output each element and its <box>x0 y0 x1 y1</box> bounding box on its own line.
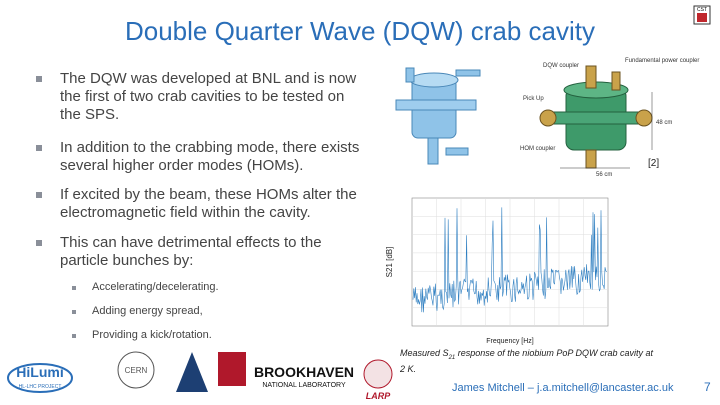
bullet: This can have detrimental effects to the… <box>60 234 322 269</box>
caption-symbol: S <box>442 348 449 358</box>
logo-text: BROOKHAVEN <box>254 364 354 380</box>
caption-text: response of the niobium PoP DQW crab cav… <box>400 348 654 374</box>
bullet-marker <box>36 192 42 198</box>
plot-ylabel: S21 [dB] <box>385 247 394 278</box>
logos: HiLumi HL-LHC PROJECT CERN BROOKHAVEN NA… <box>7 351 393 401</box>
plot-xlabel: Frequency [Hz] <box>486 338 534 345</box>
sub-bullet-marker <box>72 334 76 338</box>
slide-title: Double Quarter Wave (DQW) crab cavity <box>124 16 596 46</box>
plot-trace <box>412 207 607 313</box>
sub-bullet-marker <box>72 310 76 314</box>
page-number: 7 <box>704 380 711 394</box>
cavity-drawing <box>395 67 481 165</box>
cavity-label: HOM coupler <box>520 146 555 152</box>
sub-bullet: Adding energy spread, <box>92 305 203 317</box>
cst-logo-text: CST <box>697 7 707 13</box>
cavity-label: 56 cm <box>596 172 612 178</box>
caption-subscript: 21 <box>448 354 456 361</box>
logo-text: NATIONAL LABORATORY <box>262 382 346 389</box>
cst-logo-mark <box>697 13 707 22</box>
sub-bullet: Accelerating/decelerating. <box>92 281 219 293</box>
caption-text: Measured <box>400 348 441 358</box>
logo-text: LARP <box>366 391 391 401</box>
logo-text: CERN <box>125 366 148 375</box>
bullet-marker <box>36 145 42 151</box>
logo-text: HiLumi <box>16 364 63 380</box>
bullet: The DQW was developed at BNL and is now … <box>60 70 357 123</box>
cavity-label: Pick Up <box>523 96 544 102</box>
cavity-label: Fundamental power coupler <box>625 58 699 64</box>
reference: [2] <box>648 158 659 169</box>
sub-bullet-marker <box>72 286 76 290</box>
cavity-label: 48 cm <box>656 120 672 126</box>
footer-author: James Mitchell – j.a.mitchell@lancaster.… <box>452 382 674 394</box>
cavity-drawing <box>539 65 653 169</box>
cavity-label: DQW coupler <box>543 63 579 69</box>
bullet: If excited by the beam, these HOMs alter… <box>60 186 357 221</box>
plot-grid <box>412 198 608 326</box>
bullet-marker <box>36 76 42 82</box>
bullet-marker <box>36 240 42 246</box>
bullet: In addition to the crabbing mode, there … <box>60 139 360 174</box>
logo-text: HL-LHC PROJECT <box>19 384 62 390</box>
figure-caption: Measured S21 response of the niobium PoP… <box>400 348 660 375</box>
sub-bullet: Providing a kick/rotation. <box>92 329 212 341</box>
